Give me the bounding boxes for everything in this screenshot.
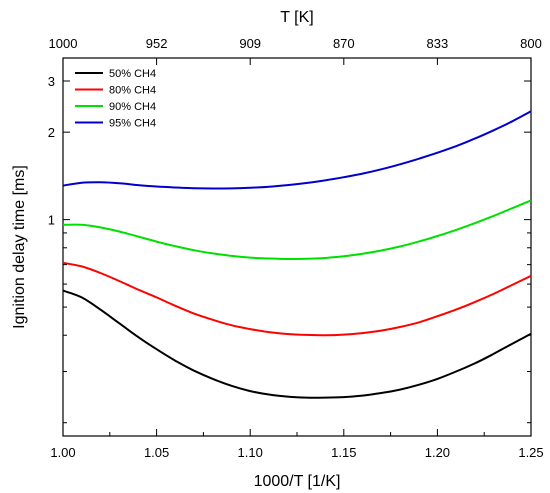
series-line-4: [62, 110, 532, 190]
legend-label: 95% CH4: [109, 118, 156, 130]
x-axis-title: 1000/T [1/K]: [254, 473, 341, 490]
x-tick-label: 1.15: [331, 445, 356, 460]
legend-label: 80% CH4: [109, 85, 156, 97]
top-tick-label: 800: [520, 36, 542, 51]
legend: 50% CH4 80% CH4 90% CH4 95% CH4: [75, 68, 156, 130]
top-axis-title: T [K]: [280, 9, 314, 26]
series-line-3: [62, 199, 532, 261]
x-tick-label: 1.05: [144, 445, 169, 460]
top-tick-label: 833: [427, 36, 449, 51]
x-tick-label: 1.00: [50, 445, 75, 460]
x-tick-label: 1.25: [518, 445, 543, 460]
y-tick-label: 1: [48, 213, 55, 228]
x-tick-label: 1.20: [425, 445, 450, 460]
top-tick-label: 1000: [49, 36, 78, 51]
axes-layer: 1.00 1.05 1.10 1.15 1.20 1.25 1000 952 909 870 833…: [48, 36, 544, 460]
series-layer: [62, 110, 532, 399]
legend-label: 90% CH4: [109, 101, 156, 113]
x-tick-label: 1.10: [238, 445, 263, 460]
top-tick-label: 909: [239, 36, 261, 51]
series-line-2: [62, 261, 532, 337]
y-axis-title: Ignition delay time [ms]: [11, 165, 28, 329]
top-tick-label: 870: [333, 36, 355, 51]
y-tick-label: 2: [48, 125, 55, 140]
top-tick-label: 952: [146, 36, 168, 51]
y-tick-label: 3: [48, 74, 55, 89]
legend-label: 50% CH4: [109, 68, 156, 80]
series-line-1: [62, 289, 532, 399]
plot-frame: [62, 57, 532, 437]
